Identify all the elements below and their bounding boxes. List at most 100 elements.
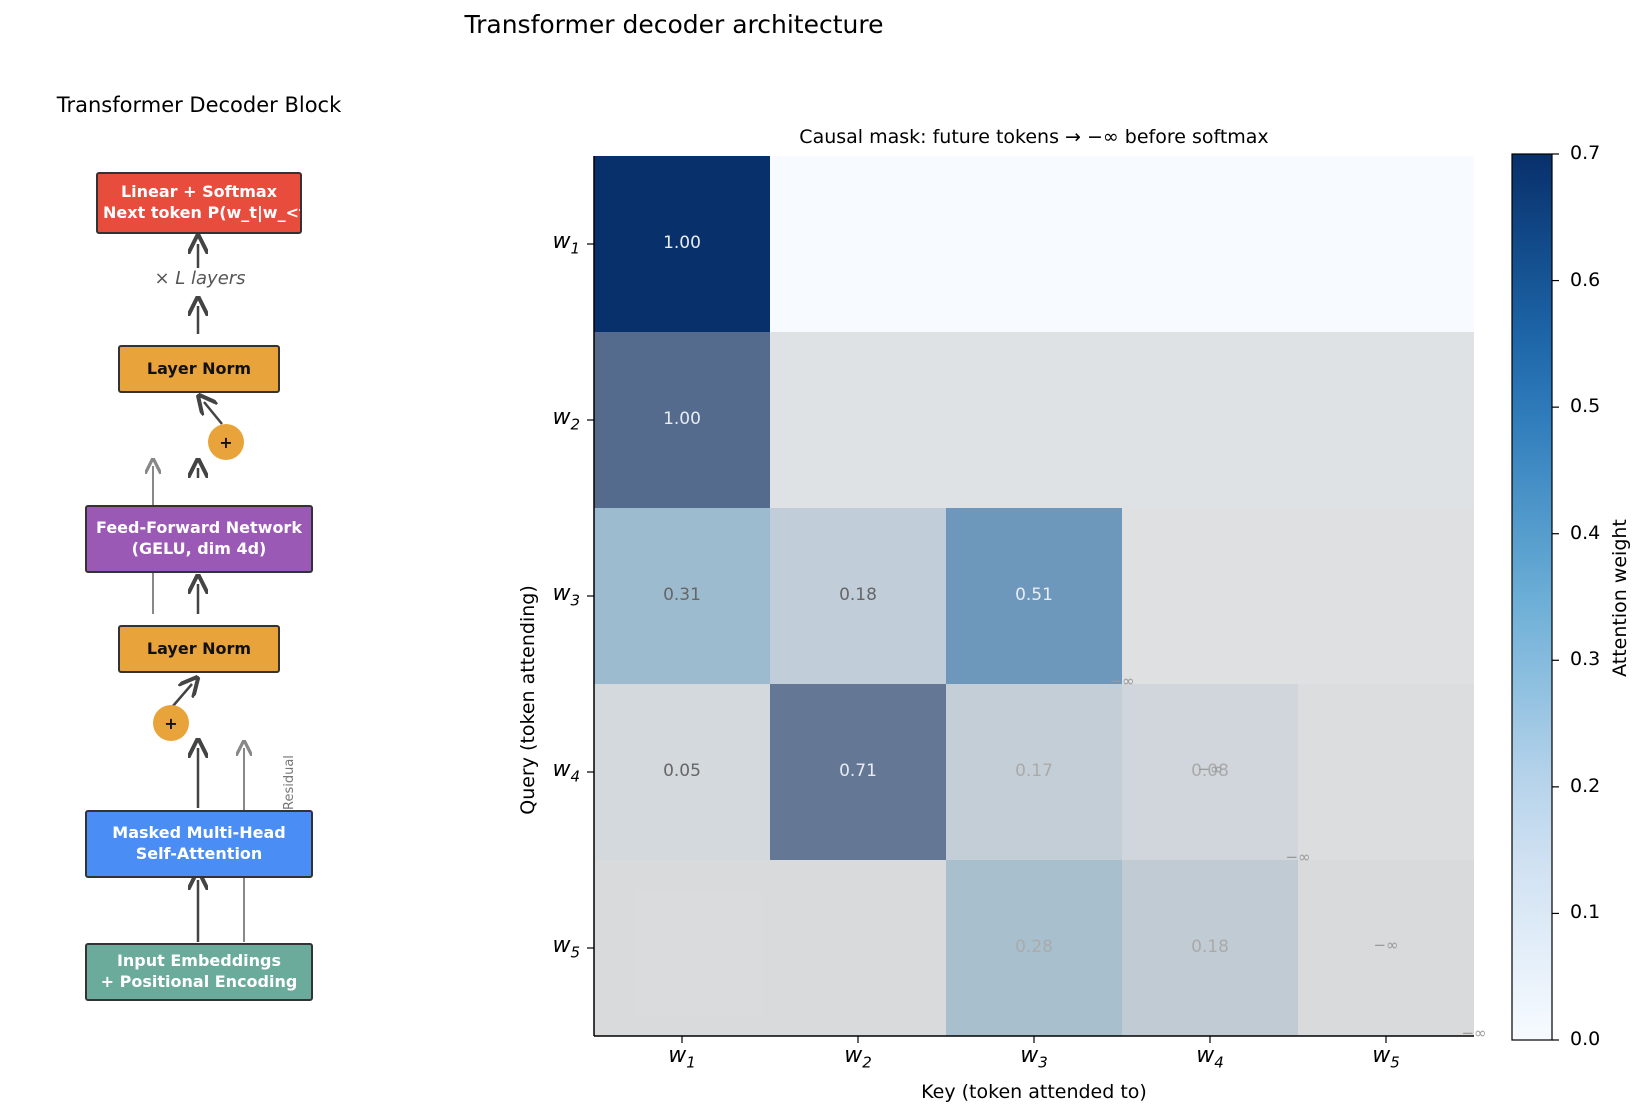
mask-overlay-r4-c2 (770, 684, 946, 860)
heatmap-cell-r3-c3 (946, 508, 1122, 684)
mask-overlay-r2-c3 (946, 332, 1122, 508)
y-tick-w4: w4 (552, 757, 580, 786)
layer-norm-top-box: Layer Norm (118, 345, 280, 393)
heatmap-value-r4-c2: 0.71 (839, 761, 877, 781)
mask-overlay-r5-c5 (1298, 860, 1474, 1036)
y-tick-w2: w2 (552, 405, 580, 434)
heatmap-value-r4-c1: 0.05 (663, 761, 701, 781)
y-tick-w1: w1 (552, 229, 580, 258)
x-tick-w5: w5 (1372, 1043, 1400, 1072)
colorbar-tick-0.0: 0.0 (1570, 1028, 1601, 1050)
y-tick-w3: w3 (552, 581, 580, 610)
mask-overlay-r3-c5 (1298, 508, 1474, 684)
attention-box: Masked Multi-Head Self-Attention (85, 810, 313, 878)
mask-overlay-r3-c3 (946, 508, 1122, 684)
residual-add-top: + (208, 424, 244, 460)
mask-overlay-r4-c5 (1298, 684, 1474, 860)
layer-norm-bottom-box: Layer Norm (118, 625, 280, 673)
ffn-box: Feed-Forward Network (GELU, dim 4d) (85, 505, 313, 573)
heatmap-cell-r2-c1 (594, 332, 770, 508)
ffn-line2: (GELU, dim 4d) (131, 539, 267, 558)
heatmap-title: Causal mask: future tokens → −∞ before s… (799, 126, 1269, 148)
plus-bottom-label: + (164, 713, 178, 733)
heatmap-value-r3-c1: 0.31 (663, 585, 701, 605)
heatmap-cell-r2-c5 (1298, 332, 1474, 508)
heatmap-cell-r3-c4 (1122, 508, 1298, 684)
mask-overlay-r2-c2 (770, 332, 946, 508)
heatmap-cell-r2-c2 (770, 332, 946, 508)
mask-overlay-r5-c3 (946, 860, 1122, 1036)
heatmap-value-r3-c2: 0.18 (839, 585, 877, 605)
heatmap-value-r5-c4: 0.18 (1191, 937, 1229, 957)
colorbar-tick-0.4: 0.4 (1570, 521, 1601, 544)
mask-label-3: −∞ (1461, 1024, 1487, 1042)
colorbar-label: Attention weight (1609, 519, 1631, 677)
heatmap-cell-r1-c2 (770, 156, 946, 332)
heatmap-cell-r3-c5 (1298, 508, 1474, 684)
mask-overlay-r4-c4 (1122, 684, 1298, 860)
mask-label-2: −∞ (1285, 848, 1311, 866)
heatmap-cell-r2-c3 (946, 332, 1122, 508)
mask-overlay-r5-c2 (770, 860, 946, 1036)
block-diagram-title: Transformer Decoder Block (56, 93, 342, 117)
embeddings-box: Input Embeddings + Positional Encoding (85, 943, 313, 1001)
layer-norm-top-label: Layer Norm (146, 358, 252, 378)
x-tick-w1: w1 (668, 1043, 696, 1072)
heatmap-value-r2-c1: 1.00 (663, 409, 701, 429)
heatmap-cell-r1-c4 (1122, 156, 1298, 332)
linear-softmax-line1: Linear + Softmax (120, 182, 278, 202)
mask-label-diag-2: −∞ (1373, 936, 1399, 954)
heatmap-value-r4-c3: 0.17 (1015, 761, 1053, 781)
plus-top-label: + (219, 432, 233, 452)
ffn-line1: Feed-Forward Network (96, 518, 302, 538)
linear-softmax-line2: → Next token P(w_t|w_<t) (98, 203, 300, 222)
mask-overlay-r2-c1 (594, 332, 770, 508)
mask-overlay-r4-c1 (594, 684, 770, 860)
mask-overlay-r5-c1 (594, 860, 770, 1036)
y-axis-label: Query (token attending) (517, 585, 539, 815)
embeddings-line1: Input Embeddings (116, 951, 282, 971)
main-title: Transformer decoder architecture (464, 10, 884, 39)
x-tick-w4: w4 (1196, 1043, 1224, 1072)
heatmap-cell-r1-c1 (594, 156, 770, 332)
heatmap-value-r4-c4: 0.08 (1191, 761, 1229, 781)
mask-label-diag-1: −∞ (1197, 760, 1223, 778)
mask-overlay-r2-c4 (1122, 332, 1298, 508)
colorbar-tick-0.2: 0.2 (1570, 774, 1601, 797)
x-axis-label: Key (token attended to) (921, 1081, 1147, 1103)
heatmap-cell-r1-c5 (1298, 156, 1474, 332)
mask-overlay-r3-c1 (594, 508, 770, 684)
colorbar-tick-0.5: 0.5 (1570, 395, 1601, 418)
mask-overlay-r3-c4 (1122, 508, 1298, 684)
colorbar-tick-0.3: 0.3 (1570, 648, 1601, 671)
colorbar (1511, 153, 1553, 1041)
heatmap-value-r3-c3: 0.51 (1015, 585, 1053, 605)
attention-line1: Masked Multi-Head (112, 823, 286, 843)
colorbar-tick-0.6: 0.6 (1570, 268, 1601, 291)
heatmap-cell-r2-c4 (1122, 332, 1298, 508)
mask-label-1: −∞ (1109, 672, 1135, 690)
mask-overlay-r2-c5 (1298, 332, 1474, 508)
attention-line2: Self-Attention (135, 844, 263, 863)
layers-label: × L layers (154, 268, 246, 289)
x-tick-w3: w3 (1020, 1043, 1048, 1072)
block-diagram-arrows (0, 0, 420, 942)
heatmap-cell-r3-c1 (594, 508, 770, 684)
x-tick-w2: w2 (844, 1043, 872, 1072)
colorbar-tick-0.7: 0.7 (1570, 142, 1601, 164)
arrow-plus-to-ln (172, 684, 192, 707)
layer-norm-bottom-label: Layer Norm (146, 638, 252, 658)
arrow-plus-to-ln-top (204, 402, 223, 425)
heatmap-cell-r3-c2 (770, 508, 946, 684)
y-tick-w5: w5 (552, 933, 580, 962)
linear-softmax-box: Linear + Softmax → Next token P(w_t|w_<t… (96, 172, 302, 234)
mask-overlay-r5-c4 (1122, 860, 1298, 1036)
colorbar-tick-0.1: 0.1 (1570, 901, 1601, 924)
heatmap-value-r1-c1: 1.00 (663, 233, 701, 253)
residual-add-bottom: + (153, 705, 189, 741)
mask-overlay-r4-c3 (946, 684, 1122, 860)
heatmap-cell-r1-c3 (946, 156, 1122, 332)
heatmap-value-r5-c3: 0.28 (1015, 937, 1053, 957)
mask-overlay-r3-c2 (770, 508, 946, 684)
